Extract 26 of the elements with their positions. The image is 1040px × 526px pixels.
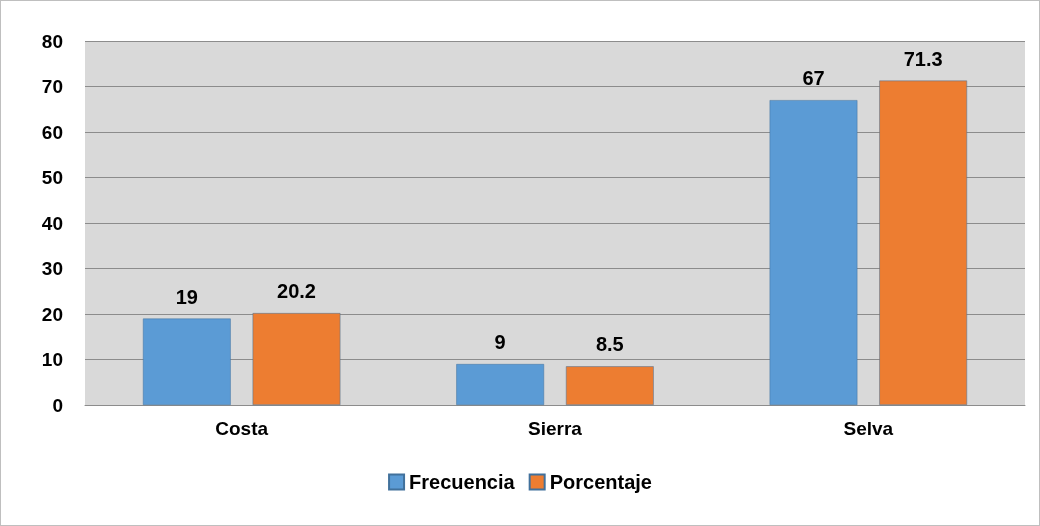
data-label: 9 [494,331,506,354]
y-tick-label: 70 [41,76,63,97]
legend-label: Porcentaje [549,471,652,493]
data-label: 8.5 [595,333,624,356]
y-tick-label: 30 [41,258,63,279]
bar [565,366,654,405]
y-tick-label: 40 [41,212,63,234]
y-tick-label: 80 [41,30,63,52]
bar [879,80,968,405]
y-tick-label: 20 [41,303,63,325]
legend-label: Frecuencia [409,471,516,493]
y-tick-label: 50 [41,167,63,188]
x-tick-label: Costa [215,418,269,439]
data-label: 19 [175,285,198,308]
bar [142,318,231,405]
bar [252,313,341,405]
y-tick-label: 60 [41,121,63,143]
data-label: 20.2 [277,280,316,303]
bar [769,100,858,405]
y-tick-label: 10 [41,349,63,370]
y-tick-label: 0 [52,394,63,416]
data-label: 67 [802,67,825,90]
data-label: 71.3 [903,47,943,70]
x-tick-label: Selva [843,418,894,439]
x-tick-label: Sierra [528,418,583,439]
bar [456,364,545,405]
